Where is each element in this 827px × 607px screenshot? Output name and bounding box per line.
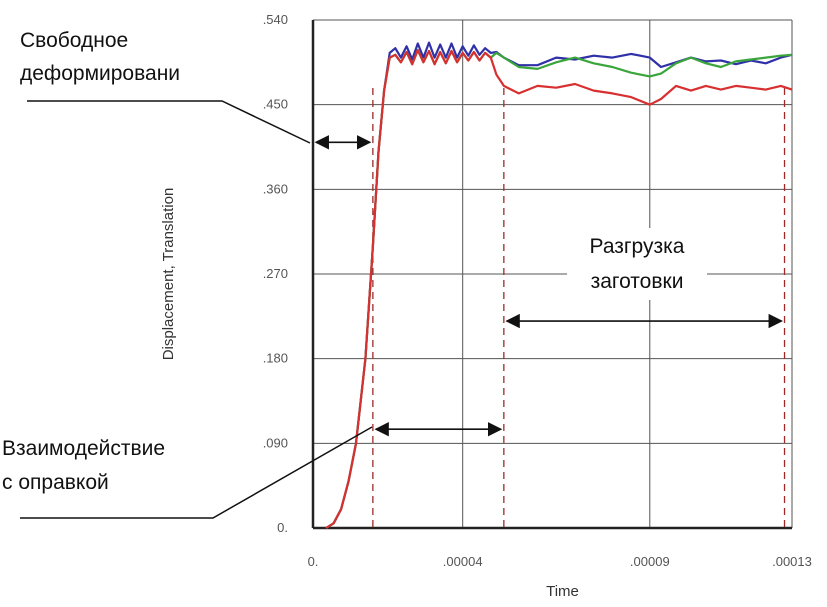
y-tick-label: .540: [263, 12, 288, 27]
annotation-text: Взаимодействие: [2, 437, 165, 460]
x-tick-label: .00004: [443, 554, 483, 569]
annotation-text: Свободное: [20, 29, 128, 52]
y-axis-title: Displacement, Translation: [160, 188, 177, 361]
annotation-text: заготовки: [591, 270, 684, 293]
leader-line: [20, 426, 373, 519]
label-background: [567, 228, 707, 300]
y-tick-label: .450: [263, 97, 288, 112]
y-tick-label: .180: [263, 351, 288, 366]
series-line-2: [325, 49, 793, 529]
y-tick-label: .360: [263, 181, 288, 196]
y-tick-label: .090: [263, 435, 288, 450]
annotation-text: деформировани: [20, 62, 180, 85]
y-tick-label: 0.: [277, 520, 288, 535]
series-line-1: [325, 41, 793, 529]
annotation-text: Разгрузка: [590, 235, 685, 258]
x-axis-title: Time: [546, 583, 579, 600]
leader-line: [27, 100, 311, 144]
x-tick-label: .00013: [772, 554, 812, 569]
annotation-text: с оправкой: [2, 471, 109, 494]
y-tick-label: .270: [263, 266, 288, 281]
x-tick-label: .00009: [630, 554, 670, 569]
series-line-3: [325, 49, 793, 529]
x-tick-label: 0.: [308, 554, 319, 569]
